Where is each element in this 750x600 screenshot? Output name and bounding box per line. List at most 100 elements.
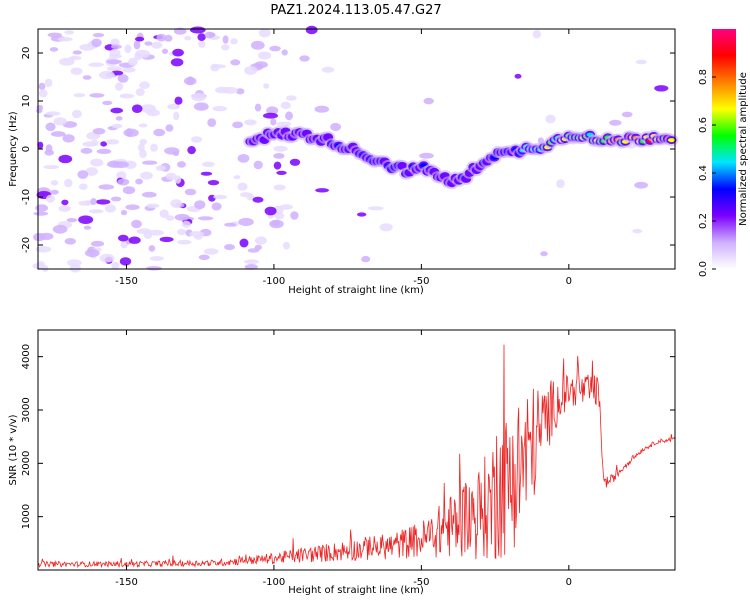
noise-blob <box>273 145 288 152</box>
noise-blob <box>111 123 123 129</box>
noise-blob <box>38 82 46 90</box>
noise-blob <box>125 128 133 137</box>
noise-blob <box>119 257 132 266</box>
y-tick-label: 10 <box>21 95 32 108</box>
noise-blob <box>276 170 287 175</box>
noise-blob <box>73 93 86 98</box>
noise-blob <box>89 93 105 98</box>
noise-blob <box>79 43 95 51</box>
noise-blob <box>148 245 156 252</box>
ridge-core <box>668 138 675 143</box>
noise-blob <box>105 139 120 145</box>
noise-blob <box>107 160 121 168</box>
noise-blob <box>106 66 123 72</box>
noise-blob <box>109 48 121 57</box>
noise-blob <box>37 141 44 149</box>
noise-blob <box>44 149 54 156</box>
noise-blob <box>90 158 104 167</box>
noise-blob <box>91 38 102 48</box>
noise-blob <box>135 178 144 185</box>
noise-blob <box>89 209 104 214</box>
noise-blob <box>79 183 88 190</box>
y-tick-label: 20 <box>21 47 32 60</box>
noise-blob <box>128 236 141 244</box>
noise-blob <box>203 248 219 255</box>
noise-blob <box>222 35 229 44</box>
noise-blob <box>82 141 97 147</box>
noise-blob <box>45 111 61 116</box>
noise-blob <box>244 119 257 126</box>
noise-blob <box>210 63 220 72</box>
noise-blob <box>184 35 192 41</box>
noise-blob <box>253 160 263 170</box>
noise-blob <box>224 222 237 227</box>
noise-blob <box>257 51 272 60</box>
noise-blob <box>57 37 73 42</box>
noise-blob <box>142 160 158 165</box>
colorbar-tick-label: 0.2 <box>698 213 709 229</box>
noise-blob <box>139 81 150 89</box>
noise-blob <box>151 41 163 49</box>
noise-blob <box>111 261 120 270</box>
y-tick-label: 0 <box>21 146 32 152</box>
noise-blob <box>88 62 104 67</box>
noise-blob <box>62 134 75 143</box>
snr-x-ticks: -150 -100 -50 0 <box>115 330 572 588</box>
noise-blob <box>135 88 145 96</box>
noise-blob <box>230 38 238 45</box>
noise-blob <box>222 86 238 94</box>
noise-blob <box>207 180 220 186</box>
noise-blob <box>230 59 241 66</box>
noise-blob <box>177 239 192 245</box>
colorbar-tick-label: 0.6 <box>698 117 709 133</box>
noise-blob <box>39 89 48 98</box>
noise-blob <box>99 70 115 80</box>
noise-blob <box>266 106 279 115</box>
noise-blob <box>285 95 297 101</box>
noise-blob <box>314 105 330 113</box>
noise-blob <box>654 85 669 92</box>
noise-blob <box>66 218 78 223</box>
noise-blob <box>115 82 124 91</box>
noise-blob <box>116 171 127 180</box>
noise-blob <box>69 263 81 273</box>
noise-blob <box>556 179 565 189</box>
noise-blob <box>357 212 367 217</box>
snr-frame <box>37 329 676 571</box>
noise-blob <box>150 256 164 261</box>
noise-blob <box>281 49 288 56</box>
noise-blob <box>632 228 643 234</box>
noise-blob <box>120 209 128 216</box>
noise-blob <box>96 148 112 155</box>
noise-blob <box>269 45 281 52</box>
noise-blob <box>165 124 174 132</box>
noise-blob <box>78 200 94 206</box>
noise-blob <box>43 165 59 170</box>
noise-blob <box>273 153 285 159</box>
noise-blob <box>273 184 286 191</box>
x-tick-label: -150 <box>115 577 138 588</box>
noise-blob <box>207 118 217 127</box>
snr-marks <box>38 344 675 569</box>
noise-blob <box>170 58 184 67</box>
noise-blob <box>78 215 94 224</box>
y-tick-label: 4000 <box>21 344 32 369</box>
noise-blob <box>155 165 167 172</box>
noise-blob <box>634 181 648 189</box>
noise-blob <box>167 103 181 110</box>
noise-blob <box>90 198 97 205</box>
noise-blob <box>50 189 59 195</box>
noise-blob <box>540 251 548 257</box>
noise-blob <box>545 114 556 124</box>
noise-blob <box>176 228 187 236</box>
noise-blob <box>271 220 281 227</box>
noise-blob <box>280 101 291 109</box>
noise-blob <box>170 199 182 208</box>
snr-series-line <box>38 344 675 569</box>
noise-blob <box>197 216 214 221</box>
noise-blob <box>237 154 250 163</box>
noise-blob <box>59 57 75 66</box>
noise-blob <box>159 209 169 218</box>
noise-blob <box>244 264 258 270</box>
